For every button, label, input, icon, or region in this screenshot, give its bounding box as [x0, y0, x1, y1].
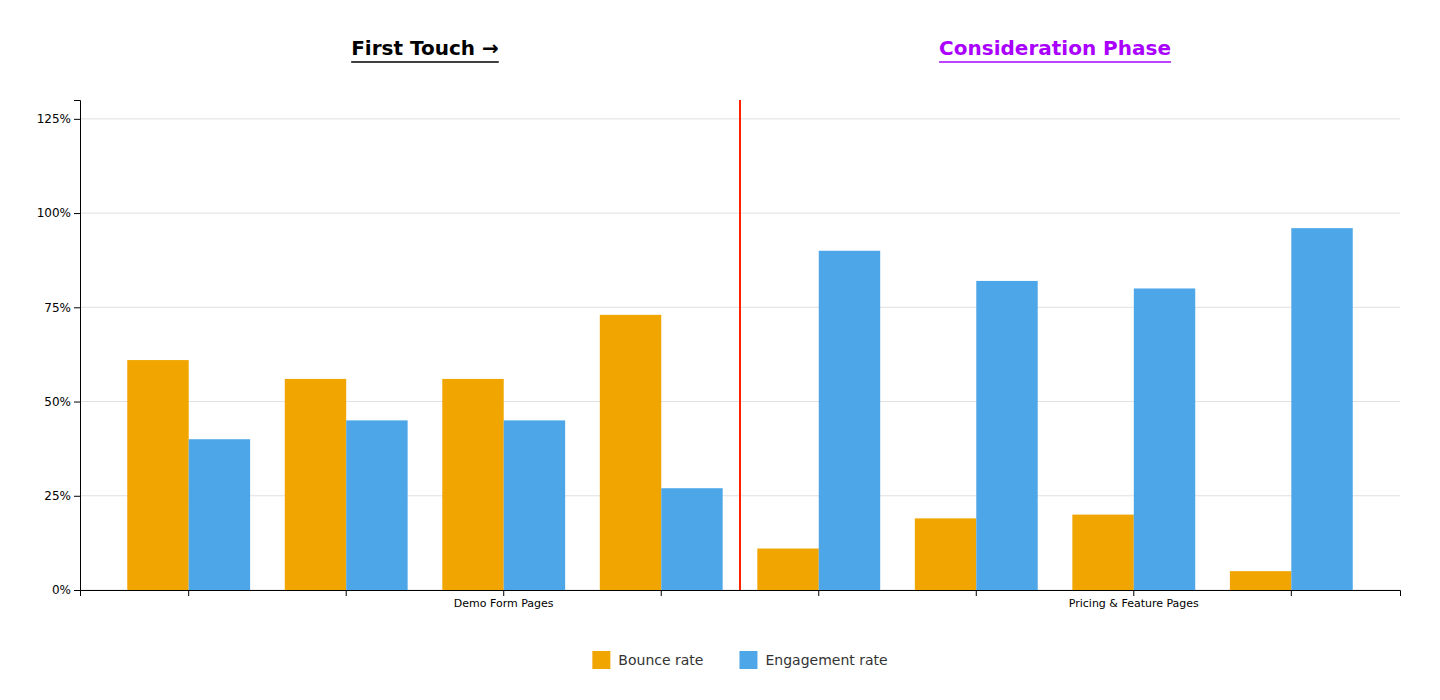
x-axis-line	[81, 591, 1401, 597]
bar	[661, 488, 722, 590]
x-tick-mark	[1133, 590, 1134, 596]
bar	[1291, 228, 1352, 590]
x-tick-mark	[188, 590, 189, 596]
bar-series	[127, 315, 1291, 590]
section-title: First Touch →	[351, 36, 499, 60]
bar	[915, 518, 976, 590]
x-tick	[976, 590, 977, 596]
y-tick-label: 100%	[37, 206, 71, 220]
y-tick: 50%	[44, 395, 80, 409]
bar	[189, 439, 250, 590]
x-tick-mark	[1291, 590, 1292, 596]
x-axis: Demo Form Pages Pricing & Feature Pages	[81, 590, 1401, 610]
y-tick-mark	[74, 307, 80, 308]
bar	[127, 360, 188, 590]
y-tick-mark	[74, 590, 80, 591]
y-tick: 100%	[37, 206, 80, 220]
x-tick	[818, 590, 819, 596]
section-title-underline	[351, 61, 499, 63]
bar	[285, 379, 346, 590]
plot: 0% 25% 50% 75% 100% 125% Demo Form Pages Pricin…	[37, 36, 1401, 610]
y-tick-mark	[74, 402, 80, 403]
bar	[346, 420, 407, 590]
bar	[504, 420, 565, 590]
bar	[600, 315, 661, 590]
x-tick	[661, 590, 662, 596]
legend-label: Bounce rate	[618, 652, 703, 668]
legend-swatch	[592, 651, 610, 669]
bar	[757, 549, 818, 590]
y-tick-mark	[74, 119, 80, 120]
legend-swatch	[739, 651, 757, 669]
bar	[1072, 515, 1133, 590]
y-tick-mark	[74, 213, 80, 214]
y-axis: 0% 25% 50% 75% 100% 125%	[37, 101, 81, 598]
bar-series	[189, 228, 1353, 590]
x-tick-mark	[346, 590, 347, 596]
legend: Bounce rate Engagement rate	[592, 651, 887, 669]
legend-item: Engagement rate	[739, 651, 887, 669]
y-tick: 75%	[44, 301, 80, 315]
y-tick-mark	[74, 496, 80, 497]
x-tick	[188, 590, 189, 596]
x-tick-mark	[976, 590, 977, 596]
bar	[1134, 288, 1195, 590]
x-tick-label: Demo Form Pages	[454, 597, 554, 610]
x-tick	[1291, 590, 1292, 596]
legend-item: Bounce rate	[592, 651, 703, 669]
section-divider	[739, 100, 741, 590]
y-tick: 25%	[44, 489, 80, 503]
bar	[1230, 571, 1291, 590]
bar	[819, 251, 880, 590]
sections: First Touch → Consideration Phase	[351, 36, 1171, 590]
y-tick-label: 0%	[52, 583, 71, 597]
bar	[976, 281, 1037, 590]
y-tick-label: 125%	[37, 112, 71, 126]
legend-label: Engagement rate	[765, 652, 887, 668]
x-tick: Pricing & Feature Pages	[1069, 590, 1199, 610]
y-tick-label: 50%	[44, 395, 71, 409]
section-title-underline	[939, 61, 1171, 63]
x-tick-mark	[818, 590, 819, 596]
x-tick-label: Pricing & Feature Pages	[1069, 597, 1199, 610]
bar	[442, 379, 503, 590]
section-title: Consideration Phase	[939, 36, 1171, 60]
y-tick: 125%	[37, 112, 80, 126]
y-tick-label: 75%	[44, 301, 71, 315]
x-tick	[346, 590, 347, 596]
chart: 0% 25% 50% 75% 100% 125% Demo Form Pages Pricin…	[0, 0, 1440, 700]
x-tick-mark	[503, 590, 504, 596]
y-tick: 0%	[52, 583, 80, 597]
x-tick-mark	[661, 590, 662, 596]
y-tick-label: 25%	[44, 489, 71, 503]
x-tick: Demo Form Pages	[454, 590, 554, 610]
y-axis-line	[74, 101, 81, 591]
